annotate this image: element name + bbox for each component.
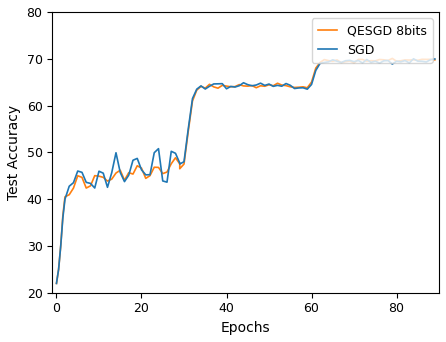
SGD	[109, 171, 115, 175]
SGD	[126, 173, 132, 177]
QESGD 8bits	[313, 66, 318, 70]
SGD	[411, 57, 416, 61]
QESGD 8bits	[432, 58, 438, 62]
SGD	[236, 84, 242, 88]
QESGD 8bits	[96, 174, 102, 178]
Line: QESGD 8bits: QESGD 8bits	[57, 58, 435, 284]
SGD	[432, 57, 438, 61]
QESGD 8bits	[390, 56, 395, 61]
QESGD 8bits	[126, 171, 132, 175]
Legend: QESGD 8bits, SGD: QESGD 8bits, SGD	[312, 18, 433, 63]
Line: SGD: SGD	[57, 59, 435, 284]
QESGD 8bits	[351, 61, 357, 65]
QESGD 8bits	[109, 177, 115, 181]
QESGD 8bits	[236, 82, 242, 87]
SGD	[54, 281, 59, 286]
SGD	[313, 68, 318, 73]
SGD	[351, 60, 357, 64]
Y-axis label: Test Accuracy: Test Accuracy	[7, 105, 21, 200]
X-axis label: Epochs: Epochs	[221, 321, 270, 335]
QESGD 8bits	[54, 281, 59, 286]
SGD	[96, 169, 102, 173]
